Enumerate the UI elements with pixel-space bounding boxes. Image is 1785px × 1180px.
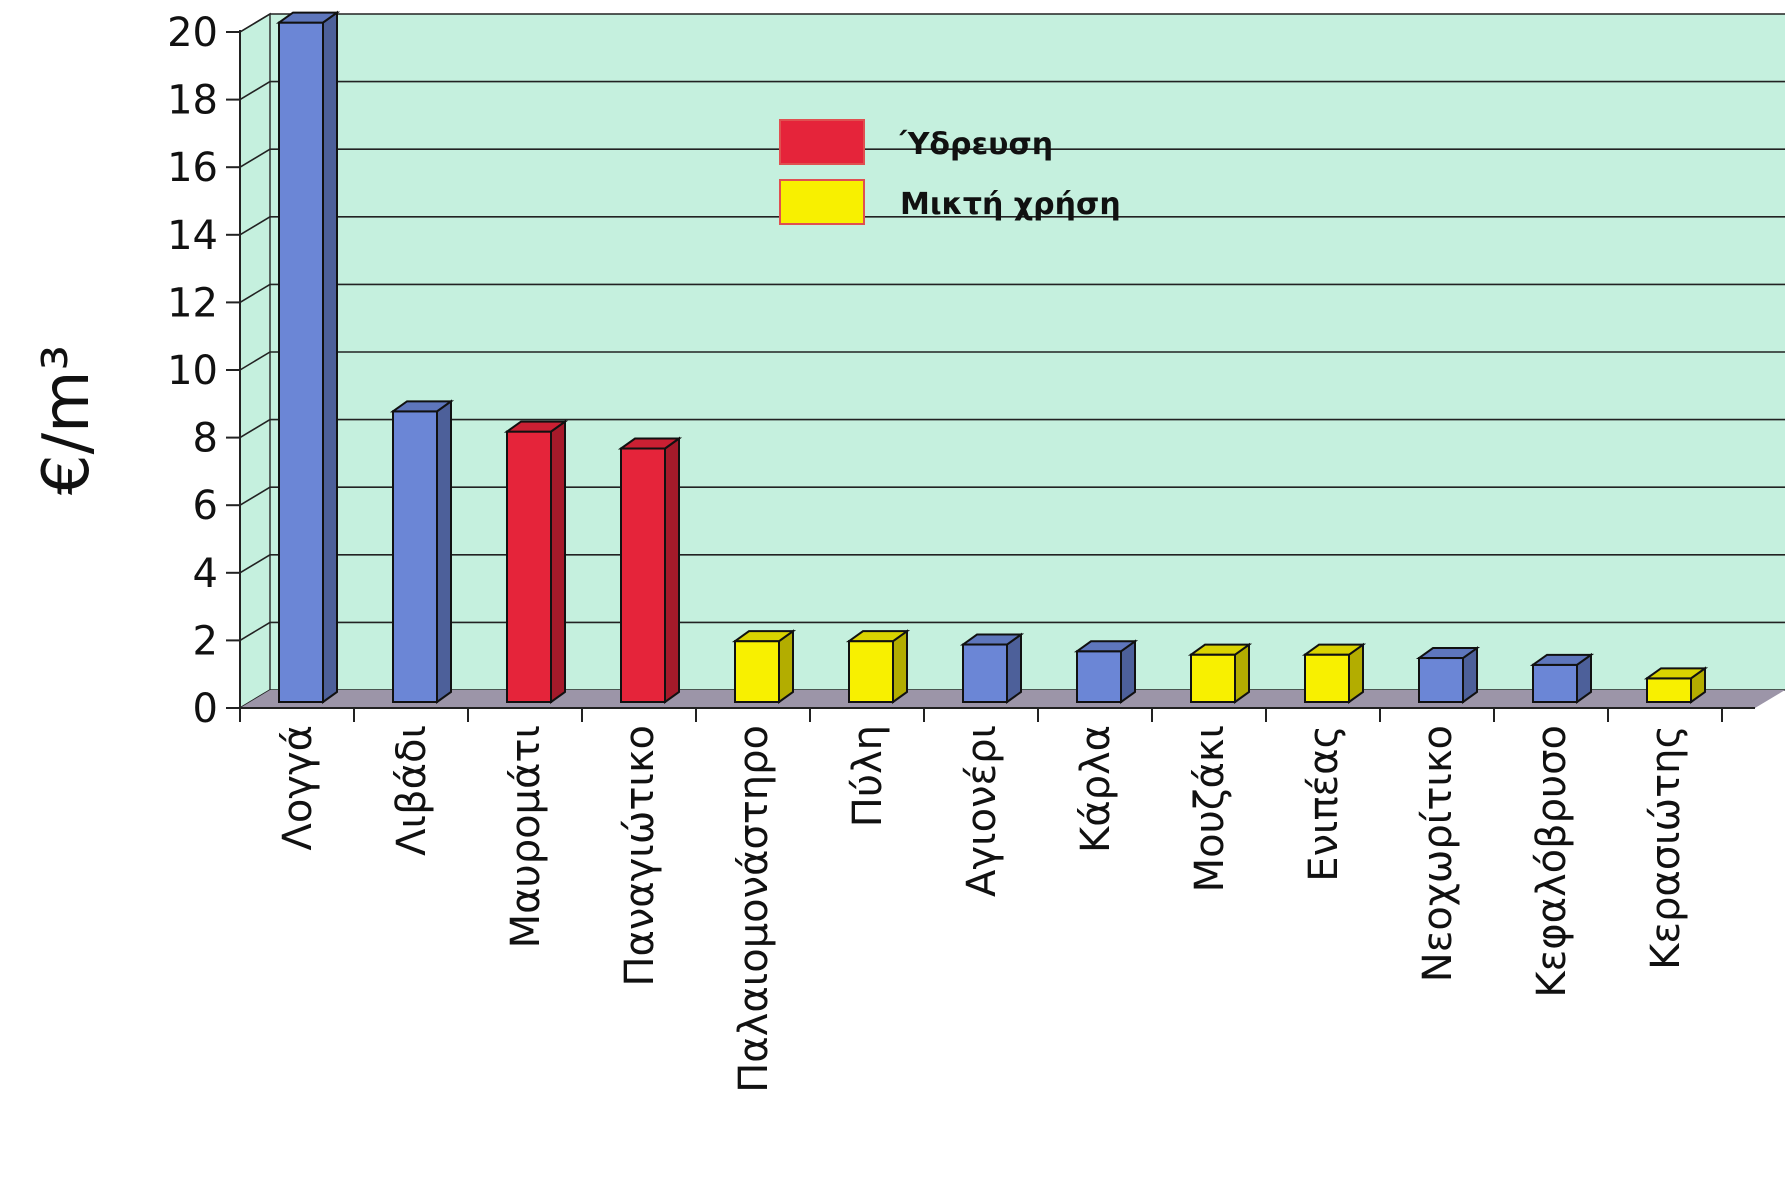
- y-tick-label: 18: [167, 78, 218, 124]
- y-tick-label: 6: [193, 483, 218, 529]
- bar-13: [1643, 666, 1709, 704]
- bar-side: [322, 10, 338, 704]
- gridline: [239, 148, 1785, 168]
- plot-background: [239, 12, 1785, 710]
- category-labels: Λογγά Λιβάδι Μαυρομάτι Παναγιώτικο Παλαιομον…: [275, 725, 1689, 1093]
- category-label: Πύλη: [845, 725, 891, 827]
- legend-item-2: Μικτή χρήση: [779, 179, 1121, 225]
- category-label: Παλαιομονάστηρο: [731, 725, 777, 1093]
- bar-top: [1415, 647, 1481, 660]
- legend-label: Ύδρευση: [899, 127, 1053, 162]
- bar-front: [1418, 657, 1464, 703]
- category-label: Ενιπέας: [1301, 725, 1347, 882]
- bar-front: [1532, 663, 1578, 704]
- bar-top: [731, 630, 797, 643]
- bar-top: [503, 420, 569, 433]
- bar-front: [278, 21, 324, 704]
- bar-2: [389, 399, 455, 704]
- gridline: [239, 621, 1785, 642]
- category-label: Μουζάκι: [1187, 725, 1233, 892]
- y-axis-label: €/m³: [30, 345, 104, 495]
- legend-label: Μικτή χρήση: [900, 187, 1121, 222]
- bar-top: [959, 633, 1025, 646]
- bar-1: [275, 10, 341, 704]
- gridline: [239, 283, 1785, 304]
- bar-12: [1529, 652, 1595, 704]
- bar-top: [1529, 653, 1595, 666]
- bar-front: [848, 640, 894, 703]
- bar-top: [275, 11, 341, 24]
- bar-10: [1301, 642, 1367, 704]
- y-tick-label: 4: [193, 551, 218, 597]
- bar-4: [617, 436, 683, 704]
- category-label: Νεοχωρίτικο: [1415, 725, 1461, 982]
- bar-front: [506, 430, 552, 703]
- y-tick-label: 12: [167, 280, 218, 326]
- bar-side: [550, 419, 566, 704]
- bar-11: [1415, 646, 1481, 704]
- bar-side: [1006, 632, 1022, 704]
- bar-side: [778, 629, 794, 704]
- bar-side: [436, 399, 452, 704]
- y-tick-labels: 0 2 4 6 8 10 12 14 16 18 20: [167, 10, 240, 732]
- bar-6: [845, 629, 911, 704]
- gridline: [239, 486, 1785, 506]
- legend-swatch: [779, 179, 865, 225]
- gridline: [239, 13, 1785, 33]
- y-tick-label: 14: [167, 213, 218, 259]
- legend-item-1: Ύδρευση: [779, 119, 1053, 165]
- y-tick-label: 20: [167, 10, 218, 56]
- y-tick-label: 10: [167, 348, 218, 394]
- bar-top: [845, 630, 911, 643]
- category-label: Λιβάδι: [389, 725, 435, 856]
- bar-side: [892, 629, 908, 704]
- category-label: Κεφαλόβρυσο: [1529, 725, 1575, 998]
- bar-side: [664, 436, 680, 704]
- y-tick-label: 16: [167, 145, 218, 191]
- bar-8: [1073, 639, 1139, 704]
- gridline: [239, 80, 1785, 101]
- gridline: [239, 553, 1785, 574]
- bar-front: [734, 640, 780, 703]
- legend: Ύδρευση Μικτή χρήση: [779, 119, 1121, 225]
- bar-top: [389, 400, 455, 413]
- bar-front: [962, 643, 1008, 703]
- bar-9: [1187, 642, 1253, 704]
- legend-swatch: [779, 119, 865, 165]
- bar-front: [1646, 677, 1692, 704]
- back-wall: [240, 14, 1785, 708]
- gridline: [239, 351, 1785, 371]
- bar-front: [1076, 650, 1122, 703]
- category-label: Παναγιώτικο: [617, 725, 663, 987]
- y-tick-label: 8: [193, 416, 218, 462]
- bar-front: [620, 447, 666, 703]
- bar-front: [392, 410, 438, 703]
- bar-top: [1301, 643, 1367, 656]
- y-tick-label: 0: [193, 686, 218, 732]
- y-tick-label: 2: [193, 618, 218, 664]
- bars: [275, 10, 1709, 704]
- bar-front: [1190, 653, 1236, 703]
- category-label: Αγιονέρι: [959, 725, 1005, 897]
- gridlines: [239, 13, 1785, 709]
- bar-top: [1073, 640, 1139, 653]
- gridline: [239, 216, 1785, 236]
- gridline: [239, 418, 1785, 439]
- bar-top: [1643, 667, 1709, 680]
- bar-3: [503, 419, 569, 704]
- bar-top: [1187, 643, 1253, 656]
- category-label: Λογγά: [275, 725, 321, 851]
- bar-5: [731, 629, 797, 704]
- bar-top: [617, 437, 683, 450]
- category-label: Μαυρομάτι: [503, 725, 549, 948]
- category-label: Κάρλα: [1073, 725, 1119, 853]
- bar-front: [1304, 653, 1350, 703]
- bar-7: [959, 632, 1025, 704]
- category-label: Κερασιώτης: [1643, 725, 1689, 970]
